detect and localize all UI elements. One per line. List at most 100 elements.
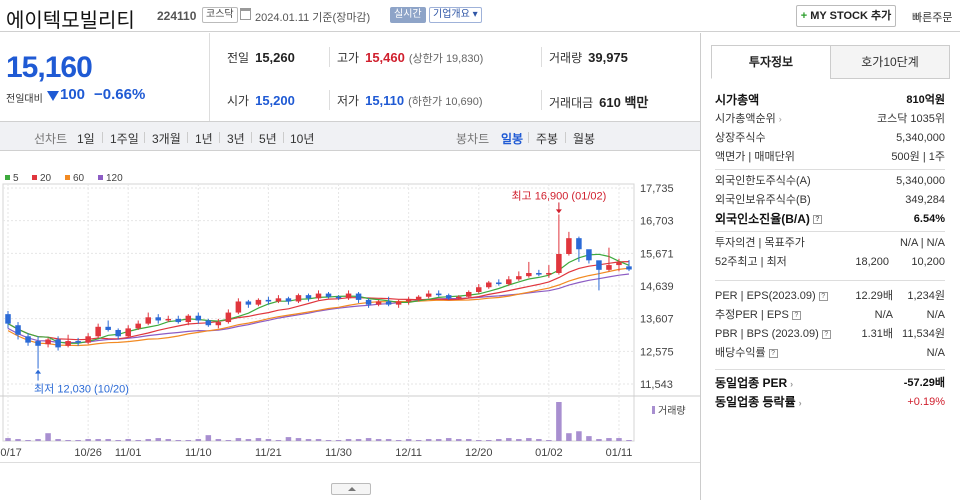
candle — [45, 339, 51, 345]
compare-label: 전일대비 — [6, 94, 43, 105]
ma-120-line — [7, 273, 630, 344]
volume-bar — [165, 439, 172, 441]
y-tick-label: 13,607 — [640, 314, 674, 326]
stock-name: 에이텍모빌리티 — [6, 10, 135, 32]
volume-bar — [415, 440, 422, 441]
candle — [185, 315, 192, 323]
candle — [626, 266, 632, 270]
candle — [425, 293, 432, 297]
volume-bar — [95, 439, 101, 441]
plus-icon: + — [800, 10, 808, 22]
chart-footer — [0, 462, 700, 500]
candle — [135, 323, 141, 329]
period-3y[interactable]: 3년 — [227, 132, 245, 146]
help-icon[interactable]: ? — [812, 215, 822, 225]
ma-60-line — [7, 267, 630, 347]
candle — [165, 318, 172, 321]
volume-bar — [486, 440, 492, 441]
volume-bar — [435, 439, 442, 441]
help-icon[interactable]: ? — [768, 348, 778, 358]
period-1d[interactable]: 1일 — [77, 132, 95, 146]
down-triangle-icon — [47, 91, 59, 101]
candle — [65, 341, 71, 346]
help-icon[interactable]: ? — [791, 310, 801, 320]
candle-monthly[interactable]: 월봉 — [573, 132, 596, 146]
candle — [95, 326, 101, 337]
candle — [285, 298, 292, 302]
volume-bar — [616, 438, 622, 441]
add-mystock-button[interactable]: + MY STOCK 추가 — [796, 5, 896, 27]
candle — [155, 317, 162, 321]
expand-chart-handle[interactable] — [331, 483, 371, 495]
candle — [15, 325, 21, 335]
volume-bar — [25, 440, 31, 441]
candle — [596, 260, 602, 270]
price-chart[interactable]: 17,735 16,703 15,671 14,639 13,607 12,575 11,5… — [0, 152, 700, 462]
annotation-high-arrowhead — [555, 209, 562, 214]
period-toolbar: 선차트 1일 1주일 3개월 1년 3년 5년 10년 봉차트 일봉 주봉 월봉 — [0, 121, 700, 151]
candle — [455, 296, 462, 299]
calendar-icon — [240, 8, 251, 20]
current-price: 15,160 — [6, 51, 93, 84]
tab-orderbook-10[interactable]: 호가10단계 — [830, 45, 950, 79]
candle — [25, 336, 31, 343]
volume-bar — [75, 440, 81, 441]
candle — [445, 295, 452, 299]
volume-bar — [526, 438, 532, 441]
candle — [175, 318, 182, 323]
candle — [536, 272, 542, 275]
candle-chart-label: 봉차트 — [456, 132, 490, 146]
volume-bar — [566, 433, 572, 441]
period-1y[interactable]: 1년 — [195, 132, 213, 146]
add-mystock-label: MY STOCK 추가 — [810, 10, 892, 22]
volume-bar — [556, 402, 562, 441]
volume-bar — [245, 439, 252, 441]
volume-bar — [325, 440, 332, 441]
candle — [405, 299, 412, 302]
volume-bar — [135, 440, 141, 441]
volume-bar — [255, 438, 262, 441]
price-change-pct: −0.66% — [94, 86, 146, 103]
period-5y[interactable]: 5년 — [259, 132, 277, 146]
volume-bar — [155, 438, 162, 441]
volume-bar — [175, 440, 182, 441]
market-badge: 코스닥 — [202, 7, 238, 23]
volume-bar — [626, 440, 632, 441]
quick-order-link[interactable]: 빠른주문 — [912, 12, 953, 24]
legend-label: 5 — [13, 173, 19, 184]
plot-frame — [2, 183, 635, 442]
candle — [506, 279, 512, 285]
candlestick-chart-svg: 17,735 16,703 15,671 14,639 13,607 12,575 11,5… — [0, 173, 700, 459]
tab-investment-info[interactable]: 투자정보 — [711, 45, 831, 79]
candle — [235, 301, 242, 313]
company-info-button[interactable]: 기업개요 ▾ — [429, 7, 482, 23]
candle — [275, 298, 282, 302]
market-cap-section: 시가총액 810억원 시가총액순위 › 코스닥 1035위 상장주식수 5,340,00… — [715, 93, 945, 409]
volume-bar — [275, 440, 282, 441]
y-tick-label: 12,575 — [640, 346, 674, 358]
candle — [35, 341, 41, 346]
y-tick-label: 11,543 — [640, 379, 673, 391]
candle — [546, 272, 552, 275]
stock-header: 에이텍모빌리티 224110 코스닥 2024.01.11 기준(장마감) 실시… — [0, 0, 960, 32]
help-icon[interactable]: ? — [821, 329, 831, 339]
candle-weekly[interactable]: 주봉 — [536, 132, 559, 146]
volume-bar — [5, 438, 11, 441]
candle — [516, 276, 522, 280]
period-3m[interactable]: 3개월 — [152, 132, 181, 146]
realtime-badge[interactable]: 실시간 — [390, 7, 426, 23]
date-info: 2024.01.11 기준(장마감) — [255, 12, 371, 24]
help-icon[interactable]: ? — [818, 291, 828, 301]
period-1w[interactable]: 1주일 — [110, 132, 139, 146]
period-10y[interactable]: 10년 — [290, 132, 315, 146]
volume-bar — [85, 439, 91, 441]
volume-bar — [475, 440, 482, 441]
x-tick-label: 11/30 — [325, 447, 352, 459]
volume-bar — [265, 439, 272, 441]
candle — [5, 314, 11, 324]
candle-daily[interactable]: 일봉 — [501, 132, 524, 146]
candle — [105, 326, 111, 330]
volume-bar — [235, 438, 242, 441]
volume-bar — [315, 439, 322, 441]
investment-info-panel: 투자정보 호가10단계 시가총액 810억원 시가총액순위 › 코스닥 1035위 상… — [700, 33, 960, 500]
